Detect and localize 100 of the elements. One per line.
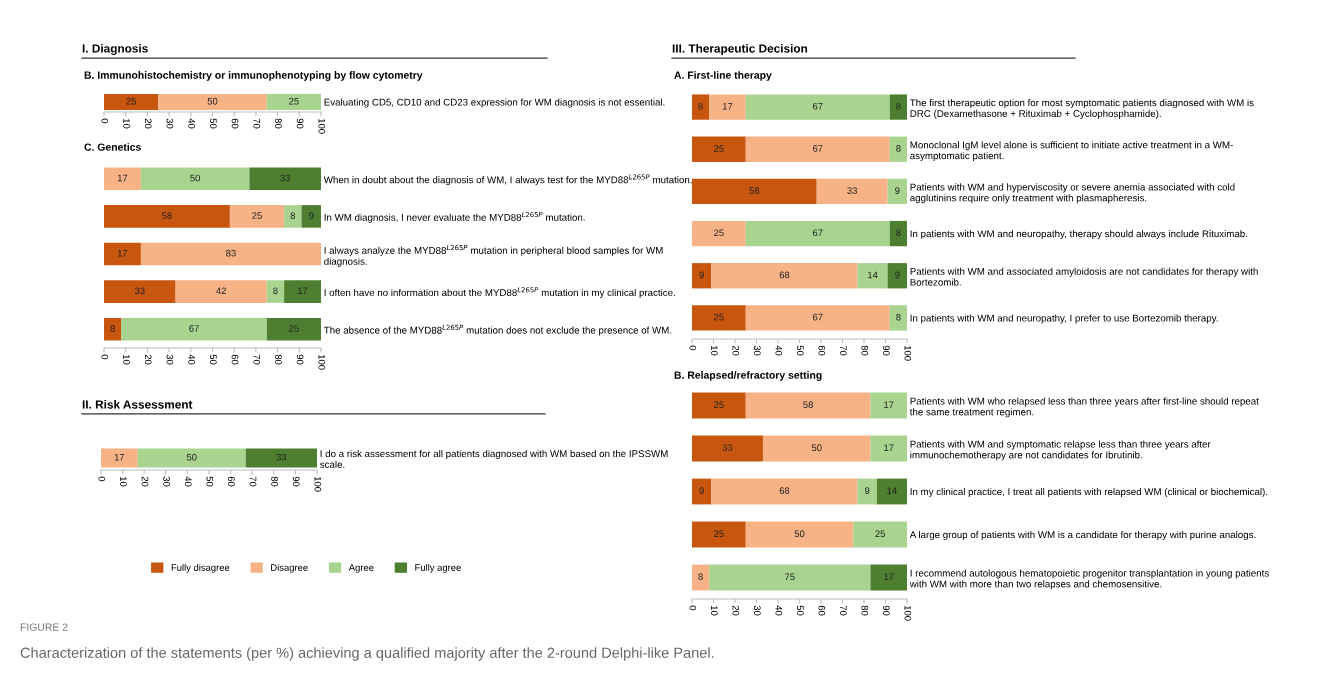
bar <box>709 94 746 120</box>
x-tick-label: 50 <box>796 605 804 616</box>
bar <box>692 220 746 247</box>
x-tick-label: 100 <box>904 605 912 621</box>
x-tick-label: 90 <box>882 345 890 356</box>
x-tick-label: 0 <box>101 354 109 360</box>
bar <box>711 478 858 505</box>
x-tick-label: 0 <box>689 345 697 351</box>
data-label: 50 <box>186 453 197 461</box>
chart-title: I. Diagnosis <box>82 43 148 55</box>
bar <box>140 167 250 191</box>
bar <box>284 205 302 228</box>
x-tick-label: 40 <box>775 605 783 616</box>
data-label: 33 <box>276 453 287 461</box>
x-tick-label: 50 <box>206 476 214 487</box>
y-tick-label: A large group of patients with WM is a candidate for therapy with purine analogs. <box>909 530 1256 541</box>
data-label: 67 <box>813 313 823 321</box>
bar <box>692 263 712 289</box>
x-tick-label: 30 <box>166 118 174 129</box>
data-label: 33 <box>134 287 145 295</box>
bar <box>870 564 907 591</box>
x-tick-label: 30 <box>753 605 761 616</box>
bar <box>101 448 138 468</box>
x-tick-label: 90 <box>296 118 304 129</box>
data-label: 25 <box>714 145 724 152</box>
data-label: 75 <box>785 573 795 581</box>
x-tick-label: 60 <box>228 476 235 487</box>
bar <box>266 94 321 110</box>
data-label: 67 <box>813 229 823 237</box>
x-tick-label: 20 <box>732 345 740 356</box>
bar <box>104 167 141 191</box>
data-label: 8 <box>896 313 901 321</box>
data-label: 9 <box>699 487 704 495</box>
data-label: 68 <box>779 271 790 279</box>
x-tick-label: 30 <box>163 476 170 487</box>
bar <box>745 392 871 419</box>
bar <box>104 94 159 110</box>
x-tick-label: 100 <box>314 476 322 492</box>
data-label: 17 <box>117 174 128 182</box>
data-label: 9 <box>865 487 870 495</box>
bar <box>745 220 890 247</box>
x-tick-label: 40 <box>184 476 192 487</box>
data-label: 25 <box>289 325 299 332</box>
data-label: 8 <box>110 325 115 332</box>
data-label: 14 <box>887 487 897 494</box>
data-label: 17 <box>884 573 894 580</box>
data-label: 58 <box>749 187 760 194</box>
y-tick-label: In patients with WM and neuropathy, I prefer to use Bortezomib therapy. <box>910 314 1218 324</box>
data-label: 58 <box>162 212 172 219</box>
x-tick-label: 60 <box>818 345 826 356</box>
bar <box>104 317 122 341</box>
x-tick-label: 40 <box>188 118 195 129</box>
bar <box>692 178 817 205</box>
bar <box>857 263 888 289</box>
category-label: I always analyze the MYD88$^{L265P}$ mutation in peripheral blood samples for WM diagnosis. <box>324 245 663 267</box>
data-label: 25 <box>289 97 299 105</box>
x-tick-label: 20 <box>141 476 149 487</box>
x-tick-label: 30 <box>753 345 761 356</box>
y-tick-label: Patients with WM and symptomatic relapse less than three years after immunochemotherapy are not candidates for Ibrutinib. <box>910 440 1211 461</box>
bar <box>870 435 907 462</box>
data-label: 17 <box>117 249 128 257</box>
bar <box>692 392 746 419</box>
chart-subtitle: A. First-line therapy <box>674 71 772 81</box>
x-tick-label: 60 <box>818 605 826 616</box>
bar <box>745 94 890 120</box>
x-tick-label: 80 <box>275 118 282 129</box>
x-tick-label: 70 <box>253 118 261 129</box>
x-tick-label: 10 <box>123 354 130 365</box>
x-tick-label: 90 <box>882 605 890 616</box>
x-tick-label: 100 <box>318 118 326 134</box>
bar <box>889 94 907 120</box>
bar <box>121 317 267 341</box>
x-tick-label: 100 <box>318 354 326 370</box>
bar <box>870 392 907 419</box>
data-label: 9 <box>699 271 704 279</box>
bar <box>876 478 907 505</box>
y-tick-label: I often have no information about the MYD88$^{L265P}$ mutation in my clinical practice. <box>324 287 675 298</box>
chart-title: II. Risk Assessment <box>82 399 193 409</box>
legend-label: Fully agree <box>415 563 461 573</box>
data-label: 8 <box>896 102 901 110</box>
bar <box>266 280 285 303</box>
x-tick-label: 40 <box>775 345 783 356</box>
y-tick-label: I recommend autologous hematopoietic progenitor transplantation in young patients with WM with more than two relapses and chemosensitive. <box>909 569 1269 590</box>
y-tick-label: Patients with WM and associated amyloidosis are not candidates for therapy with Bortezomib. <box>910 267 1258 286</box>
data-label: 17 <box>722 103 733 110</box>
chart-title: B. Relapsed/refractory setting <box>674 371 822 381</box>
x-tick-label: 0 <box>101 118 109 124</box>
x-tick-label: 70 <box>839 345 847 356</box>
data-label: 9 <box>895 187 900 194</box>
data-label: 9 <box>895 271 900 279</box>
data-label: 25 <box>714 530 724 538</box>
data-label: 42 <box>216 287 226 295</box>
y-tick-label: Evaluating CD5, CD10 and CD23 expression for WM diagnosis is not essential. <box>324 98 665 108</box>
x-tick-label: 20 <box>144 354 152 365</box>
y-tick-label: I do a risk assessment for all patients diagnosed with WM based on the IPSSWM scale. <box>320 449 668 468</box>
x-tick-label: 30 <box>166 354 174 365</box>
data-label: 50 <box>811 444 822 452</box>
y-tick-label: In patients with WM and neuropathy, therapy should always include Rituximab. <box>910 230 1248 240</box>
bar <box>745 136 890 162</box>
y-tick-label: Patients with WM who relapsed less than three years after first-line should repeat the same treatment regimen. <box>909 397 1259 418</box>
